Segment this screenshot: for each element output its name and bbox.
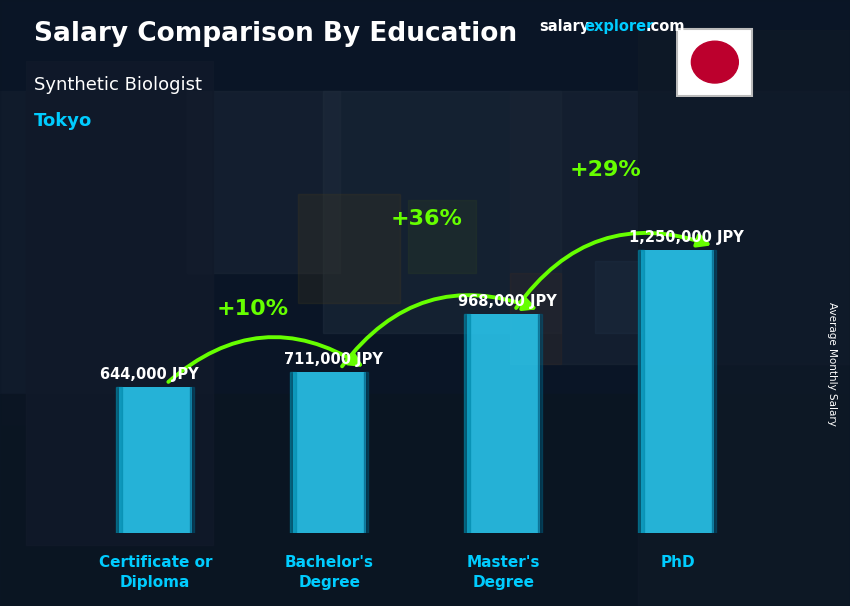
Bar — [323, 91, 561, 333]
Text: 968,000 JPY: 968,000 JPY — [458, 293, 557, 308]
Bar — [641, 250, 714, 533]
Bar — [0, 91, 212, 424]
Text: 1,250,000 JPY: 1,250,000 JPY — [629, 230, 744, 245]
Bar — [595, 261, 646, 333]
Text: Average Monthly Salary: Average Monthly Salary — [827, 302, 837, 425]
Bar — [408, 200, 476, 273]
Text: explorer: explorer — [584, 19, 654, 35]
Bar — [0, 394, 850, 606]
Text: Synthetic Biologist: Synthetic Biologist — [34, 76, 202, 94]
Bar — [190, 387, 194, 533]
Text: Tokyo: Tokyo — [34, 112, 93, 130]
Bar — [119, 387, 192, 533]
Text: salary: salary — [540, 19, 590, 35]
Bar — [187, 91, 340, 273]
Bar — [638, 250, 644, 533]
Text: 711,000 JPY: 711,000 JPY — [284, 351, 383, 367]
Bar — [510, 91, 850, 364]
Text: +36%: +36% — [390, 210, 462, 230]
Bar — [510, 273, 561, 364]
Text: 644,000 JPY: 644,000 JPY — [99, 367, 198, 382]
Bar — [638, 30, 850, 606]
FancyBboxPatch shape — [677, 28, 752, 96]
Bar — [26, 61, 212, 545]
Bar — [293, 372, 366, 533]
Bar — [364, 372, 368, 533]
Text: +29%: +29% — [570, 159, 642, 179]
Text: Salary Comparison By Education: Salary Comparison By Education — [34, 21, 517, 47]
Circle shape — [691, 41, 739, 83]
Bar — [538, 314, 542, 533]
Bar — [467, 314, 540, 533]
Text: .com: .com — [645, 19, 684, 35]
Text: +10%: +10% — [216, 299, 288, 319]
Bar — [290, 372, 296, 533]
Bar — [116, 387, 122, 533]
Bar — [712, 250, 717, 533]
Bar — [298, 194, 400, 303]
Bar — [464, 314, 470, 533]
